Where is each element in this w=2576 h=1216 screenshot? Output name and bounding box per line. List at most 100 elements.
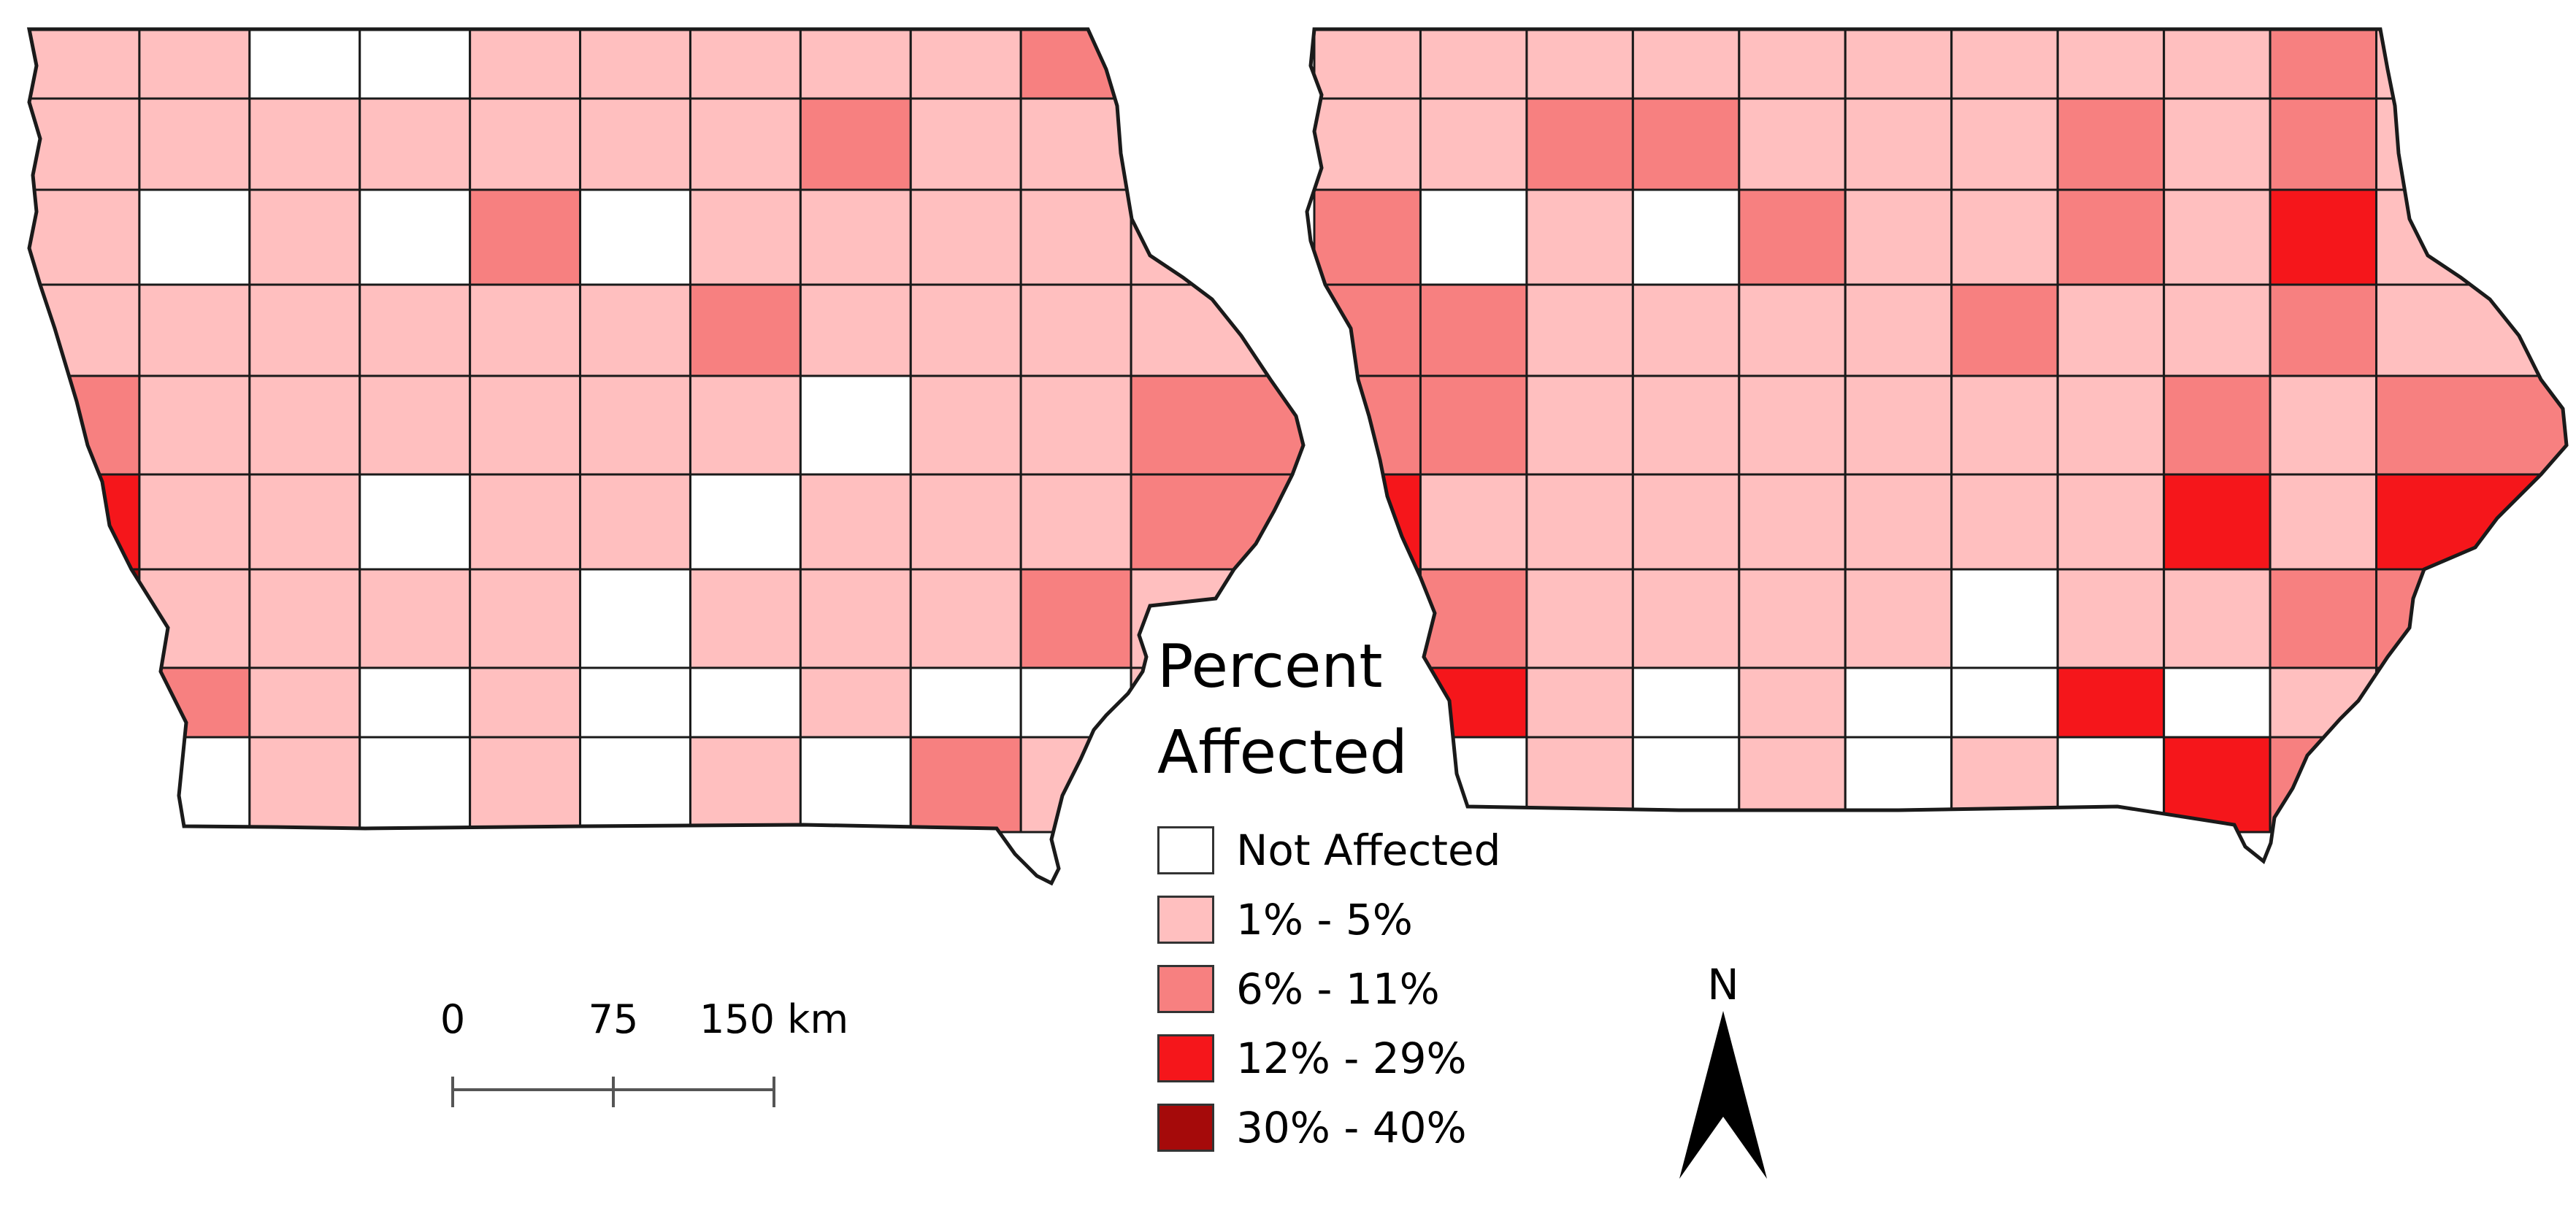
county [248, 29, 361, 100]
county [2056, 374, 2166, 476]
county [909, 473, 1022, 571]
north-arrow-icon [1679, 1011, 1767, 1179]
county [1130, 473, 1303, 571]
county [2056, 473, 2166, 571]
county [909, 736, 1022, 834]
county [1525, 568, 1634, 669]
county [579, 188, 691, 286]
scale-tick-150 [773, 1077, 775, 1107]
county [1844, 188, 1953, 286]
county [248, 736, 361, 834]
legend-label: 1% - 5% [1236, 895, 1413, 944]
county [2375, 568, 2567, 669]
county [1019, 374, 1132, 476]
county [1738, 568, 1847, 669]
county [1019, 188, 1132, 286]
county [359, 374, 472, 476]
county [359, 473, 472, 571]
county [1738, 736, 1847, 834]
county [1419, 736, 1528, 834]
county [138, 736, 251, 834]
county [1631, 473, 1741, 571]
county [138, 568, 251, 669]
county [1019, 736, 1132, 834]
county [1844, 568, 1953, 669]
county [689, 568, 802, 669]
county [1950, 473, 2059, 571]
county [359, 283, 472, 377]
county [1419, 29, 1528, 100]
county [1631, 736, 1741, 834]
county [1950, 568, 2059, 669]
county [1738, 97, 1847, 191]
county [579, 473, 691, 571]
county [1738, 29, 1847, 100]
scale-label-75: 75 [588, 996, 639, 1042]
county [138, 666, 251, 739]
county [909, 568, 1022, 669]
county [1950, 29, 2059, 100]
county [2163, 97, 2272, 191]
county [1525, 736, 1634, 834]
county [1419, 97, 1528, 191]
right-map [1313, 29, 2567, 834]
county [799, 568, 912, 669]
county [1019, 283, 1132, 377]
county [689, 283, 802, 377]
legend-swatch [1157, 1104, 1214, 1152]
county [2056, 666, 2166, 739]
county [29, 97, 141, 191]
county [248, 374, 361, 476]
county [469, 283, 582, 377]
county [689, 473, 802, 571]
county [138, 283, 251, 377]
scale-label-150: 150 km [699, 996, 849, 1042]
county [29, 736, 141, 834]
county [1525, 97, 1634, 191]
county [359, 736, 472, 834]
county [1844, 374, 1953, 476]
north-label: N [1707, 960, 1739, 1009]
legend-item: Not Affected [1157, 821, 1501, 880]
county [2375, 97, 2567, 191]
county [469, 473, 582, 571]
county [1738, 283, 1847, 377]
county [1738, 473, 1847, 571]
county [469, 736, 582, 834]
county [1313, 374, 1422, 476]
county [359, 97, 472, 191]
county [248, 283, 361, 377]
legend-swatch [1157, 896, 1214, 944]
county [2269, 188, 2378, 286]
county [2375, 29, 2567, 100]
county [248, 97, 361, 191]
county [1631, 568, 1741, 669]
county [2269, 736, 2378, 834]
county [248, 568, 361, 669]
county [29, 29, 141, 100]
legend-label: 30% - 40% [1236, 1103, 1467, 1152]
legend-swatch [1157, 1034, 1214, 1082]
county [909, 188, 1022, 286]
county [1631, 666, 1741, 739]
county [469, 374, 582, 476]
scale-bar: 0 75 150 km [438, 996, 848, 1128]
county [248, 473, 361, 571]
county [1525, 473, 1634, 571]
county [138, 97, 251, 191]
county [1844, 666, 1953, 739]
county [1631, 283, 1741, 377]
scale-tick-75 [612, 1077, 615, 1107]
county [1019, 666, 1132, 739]
county [1844, 473, 1953, 571]
county [579, 568, 691, 669]
county [799, 188, 912, 286]
county [469, 666, 582, 739]
county [1844, 29, 1953, 100]
county [2375, 283, 2567, 377]
county [579, 283, 691, 377]
county [1631, 374, 1741, 476]
county [799, 283, 912, 377]
county [1525, 666, 1634, 739]
county [1419, 283, 1528, 377]
